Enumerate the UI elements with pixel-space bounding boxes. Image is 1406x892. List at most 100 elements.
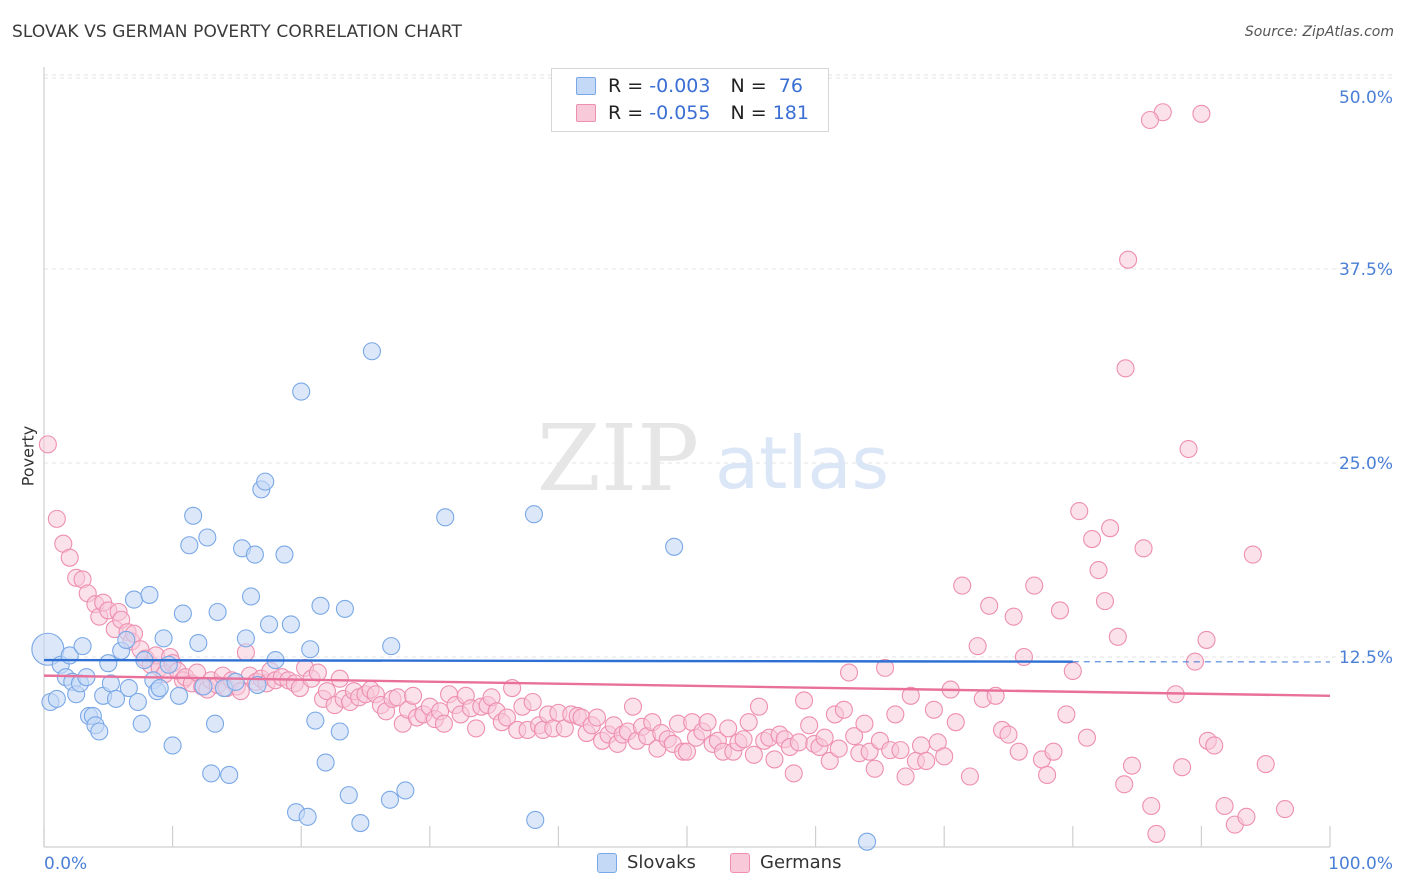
germans-point: [1134, 539, 1153, 558]
trend-lines: [43, 658, 1331, 697]
slovaks-point: [119, 678, 138, 698]
slovaks-point: [220, 765, 239, 785]
slovaks-point: [189, 633, 208, 653]
germans-point: [946, 713, 965, 732]
slovaks-point: [311, 596, 330, 615]
germans-point: [1215, 796, 1234, 816]
slovaks-trend-line: [43, 658, 1073, 663]
germans-point: [855, 714, 874, 733]
germans-point: [1095, 592, 1114, 611]
slovaks-point: [301, 640, 320, 659]
legend-r-label: R =: [608, 102, 644, 124]
germans-point: [1070, 502, 1089, 521]
germans-point: [1014, 647, 1033, 667]
germans-point: [834, 700, 853, 719]
germans-point: [497, 708, 517, 727]
axes: [43, 67, 1331, 848]
germans-point: [1197, 630, 1216, 649]
germans-point: [875, 658, 895, 677]
germans-point: [1108, 627, 1127, 646]
germans-point: [404, 686, 423, 705]
germans-point: [1083, 529, 1102, 549]
legend-row-slovaks: R = -0.003 N = 76: [576, 75, 803, 97]
germans-point: [960, 767, 979, 786]
slovaks-point: [163, 736, 182, 755]
slovaks-point: [184, 506, 203, 525]
slovaks-point: [306, 711, 325, 730]
slovaks-point: [106, 689, 126, 708]
slovaks-point: [245, 545, 264, 564]
slovaks-point: [132, 714, 151, 733]
slovaks-point: [248, 675, 267, 694]
slovaks-point: [665, 537, 684, 556]
x-tick-labels: 0.0% 100.0%: [44, 854, 1393, 874]
germans-point: [1077, 728, 1096, 747]
germans-point: [924, 700, 943, 719]
legend-row-germans: R = -0.055 N = 181: [576, 102, 809, 124]
germans-point: [865, 759, 884, 778]
slovaks-point: [117, 630, 136, 649]
germans-point: [719, 719, 738, 738]
slovaks-label: Slovaks: [627, 852, 696, 873]
slovaks-point: [382, 637, 401, 656]
germans-point: [744, 745, 763, 764]
germans-point: [1116, 359, 1135, 378]
slovaks-point: [208, 602, 227, 622]
germans-point: [1256, 755, 1275, 774]
germans-point: [1101, 519, 1120, 538]
y-tick-label: 25.0%: [1339, 454, 1393, 474]
germans-point: [1205, 736, 1224, 755]
germans-point: [60, 548, 79, 567]
germans-point: [1004, 607, 1023, 626]
slovaks-point: [47, 689, 66, 708]
slovaks-point: [73, 637, 92, 656]
slovaks-point: [362, 342, 381, 361]
slovaks-point: [396, 781, 415, 800]
slovaks-point: [524, 505, 544, 524]
germans-point: [829, 739, 848, 758]
germans-point: [1179, 439, 1198, 459]
germans-point: [800, 716, 819, 735]
slovaks-point: [198, 528, 217, 547]
slovaks-series: [31, 342, 877, 851]
y-tick-labels: 12.5% 25.0% 37.5% 50.0%: [1339, 88, 1393, 668]
germans-point: [1115, 775, 1134, 794]
germans-point: [845, 727, 864, 746]
slovaks-point: [259, 615, 279, 634]
legend-n-value: 76: [778, 75, 803, 97]
germans-point: [886, 705, 905, 724]
slovaks-point: [124, 590, 144, 609]
germans-point: [968, 637, 987, 656]
y-tick-label: 50.0%: [1339, 88, 1393, 108]
germans-point: [896, 767, 915, 786]
germans-point: [1050, 601, 1069, 620]
slovaks-point: [154, 629, 173, 648]
germans-point: [308, 663, 327, 682]
slovaks-point: [526, 810, 545, 830]
slovaks-point: [150, 678, 169, 698]
slovaks-point: [316, 753, 335, 772]
germans-point: [1243, 545, 1262, 564]
germans-point: [1025, 576, 1044, 595]
germans-point: [789, 733, 808, 752]
legend-r-value: -0.055: [649, 102, 711, 124]
correlation-legend: R = -0.003 N = 76 R = -0.055 N = 181: [551, 68, 829, 132]
germans-point: [38, 435, 57, 454]
germans-point: [794, 691, 814, 710]
slovaks-point: [380, 790, 399, 809]
germans-point: [1192, 104, 1211, 123]
germans-point: [1142, 796, 1161, 816]
germans-point: [784, 764, 803, 783]
slovaks-point: [335, 599, 354, 618]
slovaks-point: [275, 545, 294, 564]
germans-point: [587, 708, 607, 727]
germans-point: [1237, 807, 1256, 826]
germans-point: [698, 713, 717, 732]
slovaks-point: [99, 654, 118, 673]
slovaks-point: [169, 686, 189, 705]
germans-point: [901, 686, 920, 705]
legend-r-value: -0.003: [649, 75, 711, 97]
legend-r-label: R =: [608, 75, 644, 97]
germans-point: [623, 697, 643, 716]
